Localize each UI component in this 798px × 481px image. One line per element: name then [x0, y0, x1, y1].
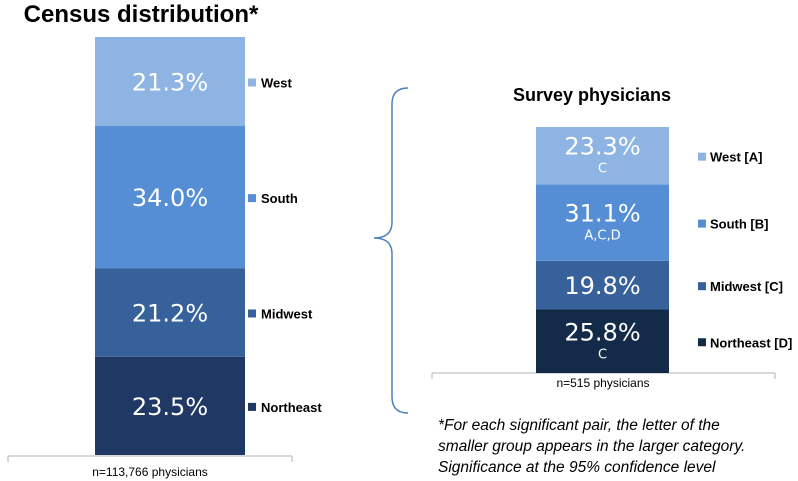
census-bar-west [95, 37, 245, 127]
census-legend-midwest: Midwest [261, 306, 313, 321]
census-legend-west: West [261, 76, 292, 91]
census-bar-midwest [95, 268, 245, 357]
census-value-midwest: 21.2% [132, 299, 208, 327]
survey-legend-south-b: South [B] [710, 217, 768, 232]
survey-legend-swatch-south-b [698, 219, 706, 228]
survey-legend-swatch-west-a [698, 152, 706, 161]
survey-value-northeast-d: 25.8% [564, 318, 640, 346]
census-legend-south: South [261, 191, 298, 206]
survey-sig-west-a: C [598, 162, 607, 177]
survey-bar-west-a [536, 127, 669, 185]
census-bar-northeast [95, 356, 245, 455]
census-legend-swatch-midwest [248, 309, 256, 318]
survey-value-midwest-c: 19.8% [564, 272, 640, 300]
census-chart-title: Census distribution* [24, 1, 259, 28]
survey-value-west-a: 23.3% [564, 133, 640, 161]
census-value-west: 21.3% [132, 69, 208, 97]
census-legend-northeast: Northeast [261, 400, 322, 415]
census-legend-swatch-northeast [248, 402, 256, 411]
census-legend-swatch-south [248, 194, 256, 203]
footnote-line-2: smaller group appears in the larger cate… [438, 438, 745, 455]
survey-bar-northeast-d [536, 309, 669, 373]
survey-legend-midwest-c: Midwest [C] [710, 279, 783, 294]
survey-legend-swatch-midwest-c [698, 282, 706, 291]
footnote: *For each significant pair, the letter o… [438, 417, 745, 476]
census-value-south: 34.0% [132, 184, 208, 212]
survey-legend-swatch-northeast-d [698, 338, 706, 347]
survey-sig-south-b: A,C,D [584, 229, 620, 244]
footnote-line-1: *For each significant pair, the letter o… [438, 417, 720, 434]
census-bar-south [95, 126, 245, 269]
survey-chart-title: Survey physicians [513, 85, 671, 105]
survey-bar-midwest-c [536, 260, 669, 310]
survey-bar-south-b [536, 184, 669, 261]
survey-sig-northeast-d: C [598, 347, 607, 362]
footnote-line-3: Significance at the 95% confidence level [438, 459, 716, 476]
census-sample-size: n=113,766 physicians [92, 465, 208, 479]
census-value-northeast: 23.5% [132, 393, 208, 421]
survey-legend-northeast-d: Northeast [D] [710, 335, 792, 350]
survey-value-south-b: 31.1% [564, 200, 640, 228]
census-legend-swatch-west [248, 78, 256, 87]
survey-sample-size: n=515 physicians [556, 376, 649, 390]
census-chart: Census distribution* n=113,766 physicians… [7, 1, 322, 479]
survey-legend-west-a: West [A] [710, 150, 762, 165]
brace-connector [373, 87, 409, 414]
